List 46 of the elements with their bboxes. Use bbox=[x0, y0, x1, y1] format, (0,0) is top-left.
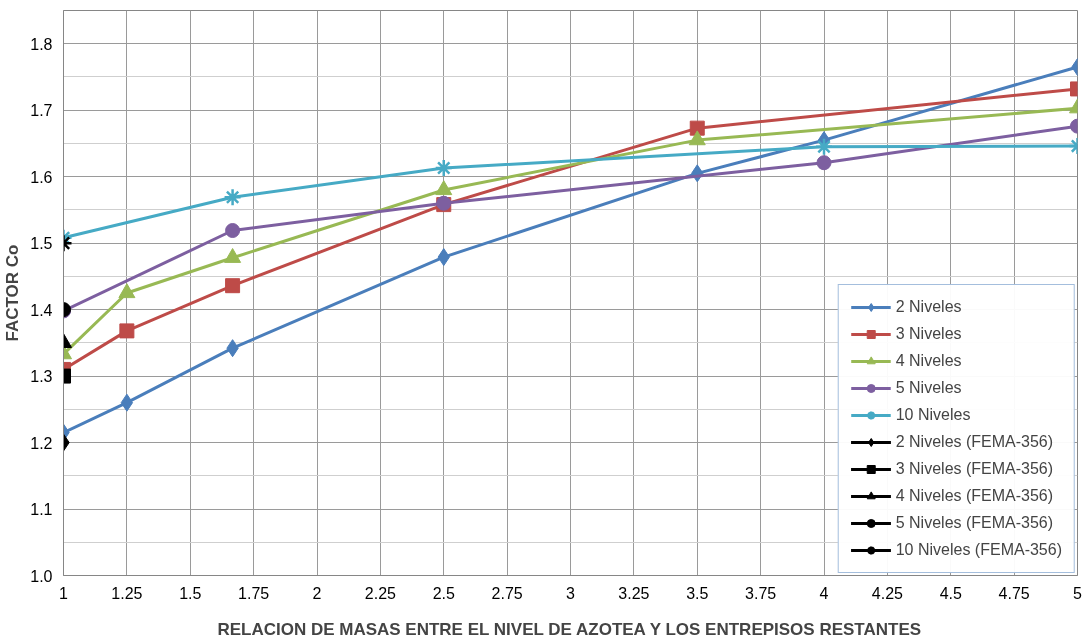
legend-label: 5 Niveles (FEMA-356) bbox=[895, 514, 1054, 532]
x-tick-label: 3.25 bbox=[618, 584, 650, 602]
point bbox=[434, 158, 453, 178]
y-tick-label: 1.2 bbox=[30, 434, 53, 452]
legend-label: 3 Niveles (FEMA-356) bbox=[895, 460, 1054, 478]
legend-label: 2 Niveles (FEMA-356) bbox=[895, 433, 1054, 451]
x-tick-label: 2.75 bbox=[491, 584, 523, 602]
x-tick-label: 4.25 bbox=[871, 584, 904, 602]
legend-label: 4 Niveles bbox=[895, 352, 962, 370]
y-tick-label: 1.0 bbox=[30, 567, 53, 585]
x-tick-label: 2 bbox=[312, 584, 322, 602]
legend-label: 2 Niveles bbox=[895, 298, 962, 316]
x-tick-label: 3.5 bbox=[686, 584, 709, 602]
point bbox=[225, 223, 241, 238]
y-tick-label: 1.4 bbox=[30, 301, 53, 319]
legend-label: 10 Niveles (FEMA-356) bbox=[895, 541, 1062, 559]
legend-label: 4 Niveles (FEMA-356) bbox=[895, 487, 1054, 505]
x-tick-label: 1.5 bbox=[179, 584, 202, 602]
legend-label: 5 Niveles bbox=[895, 379, 962, 397]
point bbox=[816, 155, 832, 171]
x-tick-label: 3.75 bbox=[745, 584, 777, 602]
y-axis-title: FACTOR Co bbox=[3, 244, 23, 342]
x-tick-label: 1.75 bbox=[238, 584, 270, 602]
x-tick-label: 5 bbox=[1073, 584, 1083, 602]
y-tick-label: 1.7 bbox=[30, 102, 53, 120]
point bbox=[225, 278, 241, 294]
legend-label: 10 Niveles bbox=[895, 406, 971, 424]
legend-label: 3 Niveles bbox=[895, 325, 962, 343]
x-tick-label: 4.5 bbox=[939, 584, 962, 602]
y-tick-label: 1.1 bbox=[30, 501, 53, 519]
x-axis-title: RELACION DE MASAS ENTRE EL NIVEL DE AZOTEA Y LOS ENTREPISOS RESTANTES bbox=[217, 619, 922, 639]
x-tick-label: 2.5 bbox=[432, 584, 455, 602]
x-tick-label: 2.25 bbox=[364, 584, 397, 602]
x-tick-label: 3 bbox=[566, 584, 576, 602]
y-tick-label: 1.6 bbox=[30, 168, 53, 186]
x-tick-label: 1 bbox=[59, 584, 69, 602]
x-tick-label: 4.75 bbox=[998, 584, 1030, 602]
point bbox=[435, 180, 453, 196]
y-tick-label: 1.8 bbox=[30, 35, 53, 53]
point bbox=[223, 188, 242, 207]
x-tick-label: 4 bbox=[819, 584, 829, 602]
point bbox=[814, 137, 834, 157]
point bbox=[689, 120, 705, 136]
x-tick-label: 1.25 bbox=[111, 584, 143, 602]
y-tick-label: 1.5 bbox=[30, 235, 53, 253]
y-tick-label: 1.3 bbox=[30, 368, 53, 386]
